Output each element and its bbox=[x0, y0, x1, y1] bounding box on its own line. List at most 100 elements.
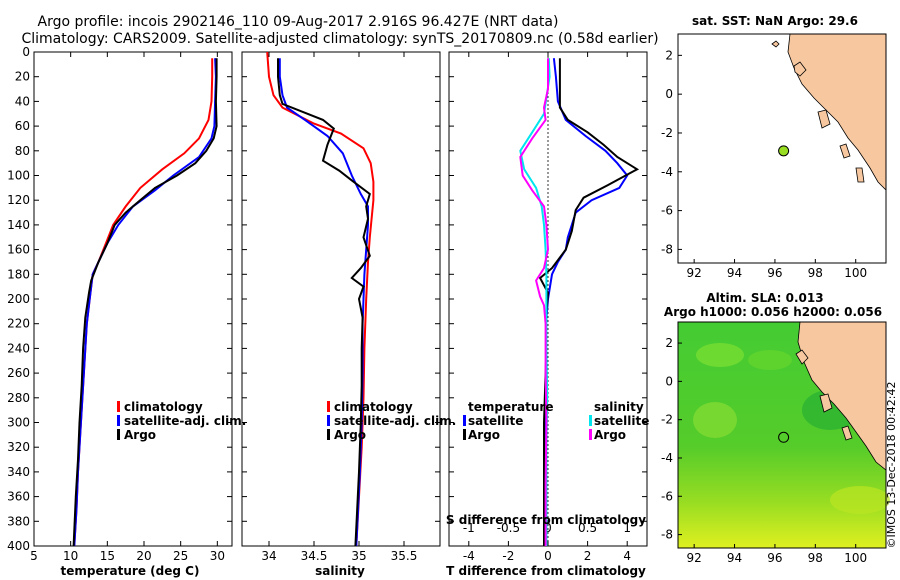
y-tick-label: 220 bbox=[7, 317, 30, 331]
x-tick-label: 30 bbox=[210, 549, 225, 563]
x-tick-label: 20 bbox=[136, 549, 151, 563]
legend-swatch-t-argo bbox=[463, 429, 466, 440]
salinity-legend: climatology satellite-adj. clim. Argo bbox=[327, 400, 456, 442]
sla-anomaly-patch bbox=[696, 343, 744, 367]
legend-heading-salinity: salinity bbox=[594, 400, 644, 414]
top-x-tick-label: 0 bbox=[544, 521, 552, 535]
x-tick-label: 35 bbox=[351, 549, 366, 563]
island bbox=[841, 425, 853, 441]
y-tick-label: 300 bbox=[7, 416, 30, 430]
figure-title-line1: Argo profile: incois 2902146_110 09-Aug-… bbox=[38, 14, 559, 30]
y-tick-label: 260 bbox=[7, 366, 30, 380]
legend-swatch-s-satellite bbox=[589, 415, 592, 426]
top-x-tick-label: 0.5 bbox=[578, 521, 597, 535]
legend-label-argo: Argo bbox=[124, 428, 156, 442]
map-y-tick-label: -2 bbox=[661, 413, 673, 427]
legend-label-t-satellite: satellite bbox=[468, 414, 523, 428]
map-y-tick-label: -4 bbox=[661, 165, 673, 179]
map-x-tick-label: 98 bbox=[808, 551, 823, 565]
x-tick-label: 15 bbox=[100, 549, 115, 563]
sla-anomaly-patch bbox=[830, 486, 890, 514]
map-y-tick-label: -8 bbox=[661, 242, 673, 256]
y-tick-label: 80 bbox=[15, 144, 30, 158]
x-tick-label: 34.5 bbox=[301, 549, 328, 563]
island bbox=[839, 143, 851, 159]
series-line-argo bbox=[72, 58, 218, 547]
island bbox=[771, 40, 780, 48]
map-y-tick-label: -6 bbox=[661, 204, 673, 218]
legend-swatch-climatology bbox=[117, 401, 120, 412]
map-x-tick-label: 96 bbox=[767, 266, 782, 280]
island bbox=[817, 109, 831, 129]
top-x-tick-label: -0.5 bbox=[497, 521, 520, 535]
y-tick-label: 180 bbox=[7, 267, 30, 281]
difference-top-axis-label: S difference from climatology bbox=[446, 513, 646, 527]
x-tick-label: 35.5 bbox=[391, 549, 418, 563]
map-axes: 92 94 96 98 100 2 0 -2 -4 -6 -8 92 94 96 98 100 2 0 -2 -4 -6… bbox=[661, 48, 867, 565]
sla-map bbox=[677, 321, 890, 549]
copyright-stamp: ©IMOS 13-Dec-2018 00:42:42 bbox=[885, 382, 898, 549]
y-tick-label: 200 bbox=[7, 292, 30, 306]
temperature-xlabel: temperature (deg C) bbox=[61, 564, 200, 578]
x-tick-label: 2 bbox=[584, 549, 592, 563]
map-y-tick-label: 0 bbox=[665, 87, 673, 101]
map-y-tick-label: 0 bbox=[665, 374, 673, 388]
y-tick-label: 0 bbox=[22, 45, 30, 59]
y-tick-label: 40 bbox=[15, 94, 30, 108]
y-tick-label: 360 bbox=[7, 490, 30, 504]
y-tick-label: 20 bbox=[15, 70, 30, 84]
y-tick-label: 60 bbox=[15, 119, 30, 133]
island bbox=[819, 393, 833, 413]
island bbox=[795, 349, 809, 365]
y-tick-label: 340 bbox=[7, 465, 30, 479]
sla-map-frame bbox=[677, 321, 887, 549]
argo-position-marker bbox=[778, 145, 790, 157]
map-x-tick-label: 92 bbox=[687, 266, 702, 280]
map-y-tick-label: 2 bbox=[665, 48, 673, 62]
map-x-tick-label: 100 bbox=[844, 551, 867, 565]
legend-swatch-climatology bbox=[327, 401, 330, 412]
top-x-tick-label: 1 bbox=[623, 521, 631, 535]
legend-swatch-s-argo bbox=[589, 429, 592, 440]
y-tick-label: 380 bbox=[7, 514, 30, 528]
top-x-tick-label: -1 bbox=[463, 521, 475, 535]
legend-label-satellite: satellite-adj. clim. bbox=[124, 414, 246, 428]
difference-legend: temperature satellite Argo salinity sate… bbox=[463, 400, 649, 442]
map-x-tick-label: 94 bbox=[727, 266, 742, 280]
sla-map-title-line2: Argo h1000: 0.056 h2000: 0.056 bbox=[664, 305, 882, 319]
y-tick-label: 320 bbox=[7, 440, 30, 454]
legend-label-argo: Argo bbox=[334, 428, 366, 442]
map-x-tick-label: 98 bbox=[808, 266, 823, 280]
map-x-tick-label: 96 bbox=[767, 551, 782, 565]
sst-map bbox=[677, 33, 887, 264]
figure-title-line2: Climatology: CARS2009. Satellite-adjuste… bbox=[21, 31, 658, 47]
legend-heading-temperature: temperature bbox=[468, 400, 553, 414]
y-tick-label: 120 bbox=[7, 193, 30, 207]
island bbox=[855, 167, 865, 183]
series-line-climatology bbox=[266, 51, 375, 547]
temperature-legend: climatology satellite-adj. clim. Argo bbox=[117, 400, 246, 442]
series-line-argo bbox=[277, 58, 371, 547]
sla-anomaly-patch bbox=[693, 402, 737, 438]
salinity-xlabel: salinity bbox=[315, 564, 365, 578]
map-x-tick-label: 92 bbox=[687, 551, 702, 565]
legend-label-s-satellite: satellite bbox=[594, 414, 649, 428]
x-tick-label: 34 bbox=[261, 549, 276, 563]
island bbox=[793, 61, 807, 77]
difference-panel: -4 -2 0 2 4 -1 -0.5 0 0.5 1 bbox=[448, 51, 648, 563]
y-tick-label: 160 bbox=[7, 243, 30, 257]
map-x-tick-label: 94 bbox=[727, 551, 742, 565]
argo-position-marker bbox=[778, 431, 790, 443]
x-tick-label: -4 bbox=[463, 549, 475, 563]
map-x-tick-label: 100 bbox=[844, 266, 867, 280]
map-y-tick-label: -8 bbox=[661, 528, 673, 542]
series-line-s-argo bbox=[519, 58, 550, 546]
map-y-tick-label: -6 bbox=[661, 489, 673, 503]
y-tick-label: 140 bbox=[7, 218, 30, 232]
plot-frame bbox=[33, 51, 233, 547]
map-y-tick-label: -4 bbox=[661, 451, 673, 465]
legend-swatch-satellite bbox=[327, 415, 330, 426]
temperature-panel: 5 10 15 20 25 3002040608010012014016018020022… bbox=[7, 45, 233, 563]
x-tick-label: -2 bbox=[502, 549, 514, 563]
